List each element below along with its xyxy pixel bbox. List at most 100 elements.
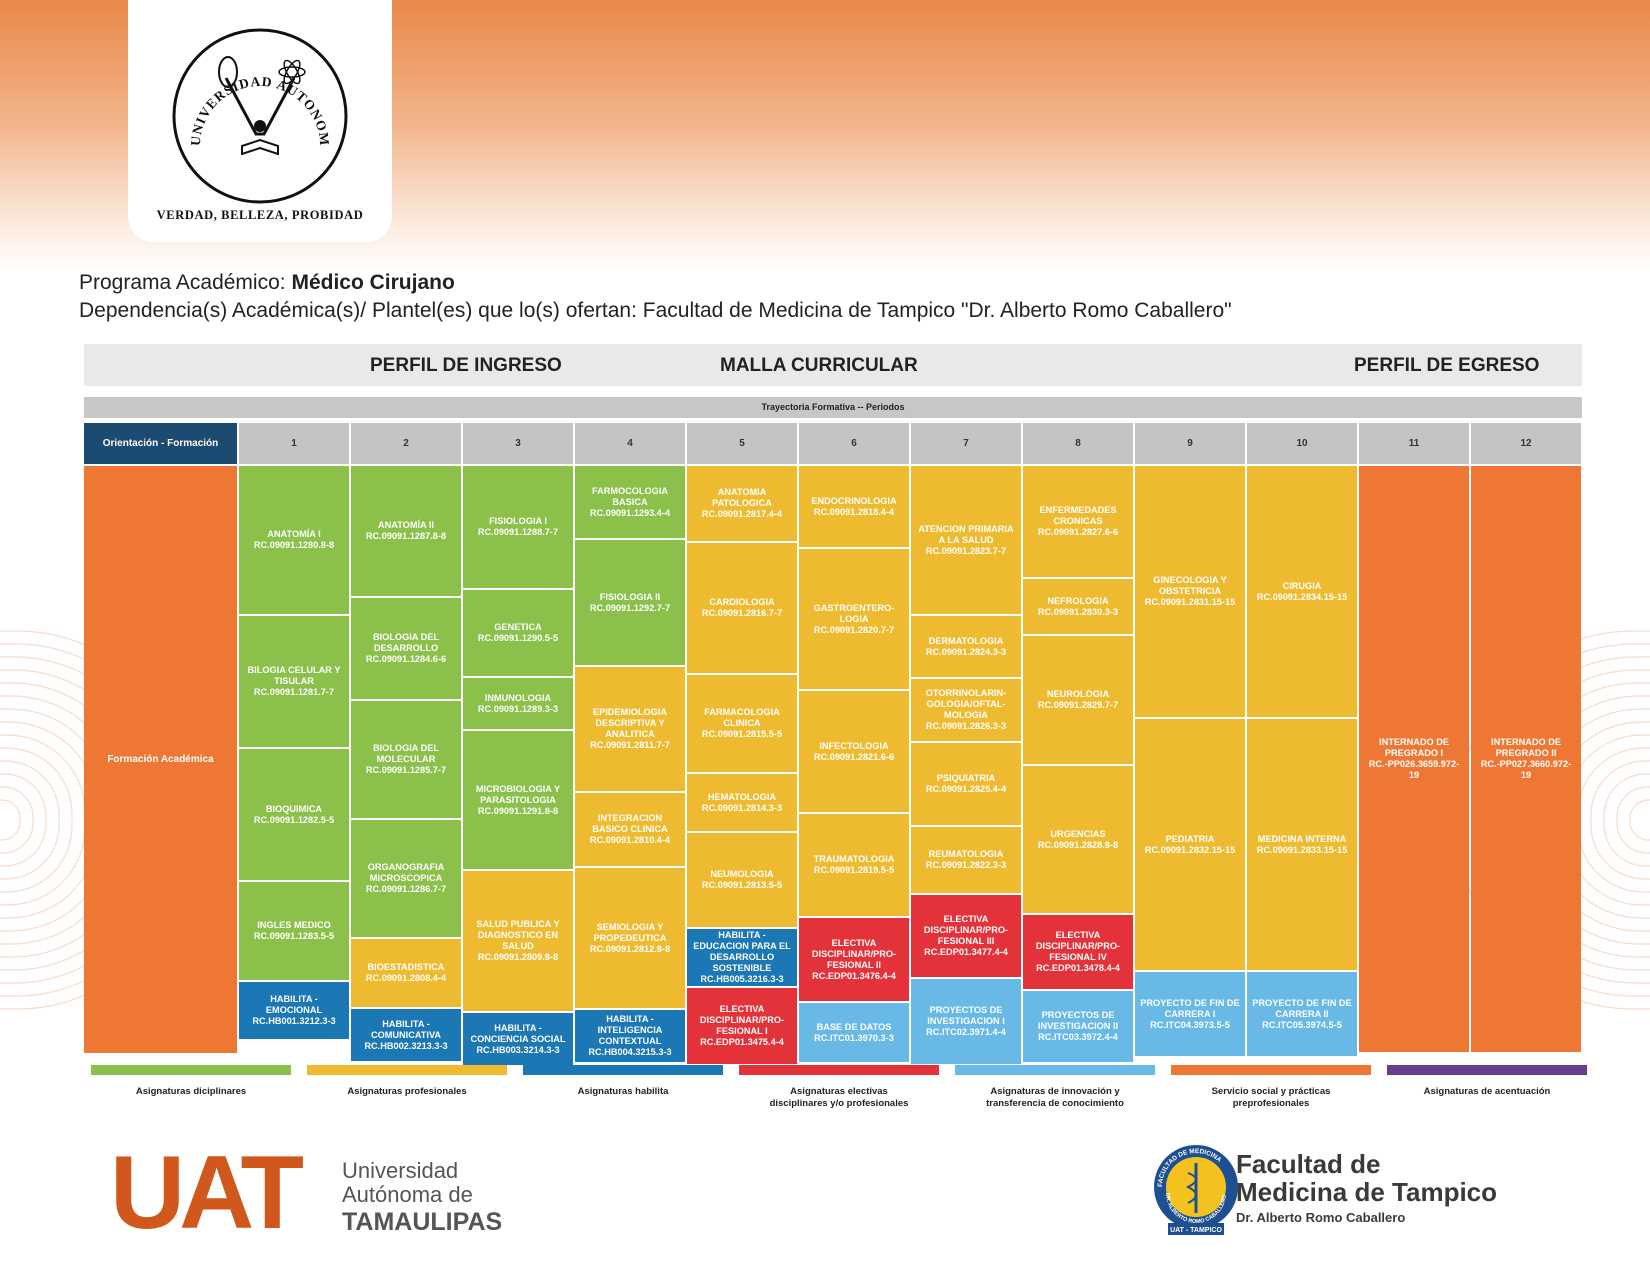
university-seal-icon: UNIVERSIDAD AUTONOMA DE TAMAULIPAS: [168, 26, 348, 204]
legend-swatch: [523, 1065, 723, 1075]
legend-label: Asignaturas de acentuación: [1423, 1086, 1551, 1097]
course-cell: HABILITA - EDUCACION PARA EL DESARROLLO …: [687, 929, 797, 986]
course-cell: SEMIOLOGIA Y PROPEDEUTICA RC.09091.2812.…: [575, 868, 685, 1008]
facultad-logo: FACULTAD DE MEDICINA DR. ALBERTO ROMO CA…: [1154, 1145, 1497, 1235]
legend-swatch: [91, 1065, 291, 1075]
period-header-9: 9: [1135, 423, 1245, 464]
course-cell: REUMATOLOGIA RC.09091.2822.3-3: [911, 827, 1021, 893]
program-line: Programa Académico: Médico Cirujano: [79, 271, 455, 295]
formacion-academica-cell: Formación Académica: [84, 466, 237, 1053]
course-cell: PSIQUIATRIA RC.09091.2825.4-4: [911, 743, 1021, 825]
dependency-line: Dependencia(s) Académica(s)/ Plantel(es)…: [79, 299, 1232, 322]
period-header-1: 1: [239, 423, 349, 464]
course-cell: INFECTOLOGIA RC.09091.2821.6-6: [799, 691, 909, 812]
course-cell: SALUD PUBLICA Y DIAGNOSTICO EN SALUD RC.…: [463, 871, 573, 1011]
course-cell: GENETICA RC.09091.1290.5-5: [463, 590, 573, 676]
perfil-egreso-header: PERFIL DE EGRESO: [1354, 355, 1540, 376]
seal-motto: VERDAD, BELLEZA, PROBIDAD: [156, 208, 364, 222]
course-cell: CIRUGIA RC.09091.2834.15-15: [1247, 466, 1357, 717]
period-header-11: 11: [1359, 423, 1469, 464]
course-cell: INTEGRACION BASICO CLINICA RC.09091.2810…: [575, 793, 685, 866]
perfil-ingreso-header: PERFIL DE INGRESO: [370, 355, 562, 376]
course-cell: PROYECTO DE FIN DE CARRERA I RC.ITC04.39…: [1135, 972, 1245, 1056]
course-cell: BIOQUIMICA RC.09091.1282.5-5: [239, 749, 349, 880]
course-cell: FISIOLOGIA I RC.09091.1288.7-7: [463, 466, 573, 588]
legend-swatch: [1171, 1065, 1371, 1075]
legend-swatch: [739, 1065, 939, 1075]
course-cell: NEFROLOGIA RC.09091.2830.3-3: [1023, 579, 1133, 634]
trajectory-header: Trayectoria Formativa -- Periodos: [84, 397, 1582, 418]
course-cell: EPIDEMIOLOGIA DESCRIPTIVA Y ANALITICA RC…: [575, 667, 685, 791]
course-cell: BIOLOGIA DEL MOLECULAR RC.09091.1285.7-7: [351, 701, 461, 818]
fac-line3: Dr. Alberto Romo Caballero: [1236, 1210, 1405, 1225]
legend-label: Asignaturas habilita: [577, 1086, 669, 1097]
uat-logo-line3: TAMAULIPAS: [342, 1208, 502, 1236]
course-cell: PROYECTO DE FIN DE CARRERA II RC.ITC05.3…: [1247, 972, 1357, 1056]
fac-line2: Medicina de Tampico: [1236, 1177, 1497, 1207]
uat-logo-line1: Universidad: [342, 1158, 458, 1183]
course-cell: ELECTIVA DISCIPLINAR/PRO-FESIONAL II RC.…: [799, 918, 909, 1001]
course-cell: ANATOMÍA I RC.09091.1280.8-8: [239, 466, 349, 614]
period-header-3: 3: [463, 423, 573, 464]
course-cell: HABILITA - CONCIENCIA SOCIAL RC.HB003.32…: [463, 1013, 573, 1065]
period-header-4: 4: [575, 423, 685, 464]
legend-label: Asignaturas electivas disciplinares y/o …: [769, 1086, 909, 1109]
legend-label: Asignaturas diciplinares: [135, 1086, 247, 1097]
course-cell: NEUMOLOGIA RC.09091.2813.5-5: [687, 833, 797, 927]
period-header-12: 12: [1471, 423, 1581, 464]
header-bar: PERFIL DE INGRESO MALLA CURRICULAR PERFI…: [84, 344, 1582, 386]
course-cell: INTERNADO DE PREGRADO II RC.-PP027.3660.…: [1471, 466, 1581, 1052]
orientation-header: Orientación - Formación: [84, 423, 237, 464]
course-cell: BIOLOGIA DEL DESARROLLO RC.09091.1284.6-…: [351, 598, 461, 699]
course-cell: BILOGIA CELULAR Y TISULAR RC.09091.1281.…: [239, 616, 349, 747]
course-cell: FARMACOLOGIA CLINICA RC.09091.2815.5-5: [687, 675, 797, 772]
course-cell: GINECOLOGIA Y OBSTETRICIA RC.09091.2831.…: [1135, 466, 1245, 717]
course-cell: PEDIATRIA RC.09091.2832.15-15: [1135, 719, 1245, 970]
university-seal-card: UNIVERSIDAD AUTONOMA DE TAMAULIPAS VERDA…: [128, 0, 392, 242]
course-cell: GASTROENTERO-LOGIA RC.09091.2820.7-7: [799, 549, 909, 689]
course-cell: ELECTIVA DISCIPLINAR/PRO-FESIONAL III RC…: [911, 895, 1021, 977]
course-cell: ATENCION PRIMARIA A LA SALUD RC.09091.28…: [911, 466, 1021, 614]
course-cell: MEDICINA INTERNA RC.09091.2833.15-15: [1247, 719, 1357, 970]
course-cell: ELECTIVA DISCIPLINAR/PRO-FESIONAL I RC.E…: [687, 988, 797, 1064]
course-cell: ENFERMEDADES CRONICAS RC.09091.2827.6-6: [1023, 466, 1133, 577]
uat-logo-mark: UAT: [110, 1140, 303, 1240]
course-cell: INGLES MEDICO RC.09091.1283.5-5: [239, 882, 349, 980]
legend-label: Servicio social y prácticas preprofesion…: [1211, 1086, 1331, 1109]
course-cell: INTERNADO DE PREGRADO I RC.-PP026.3659.9…: [1359, 466, 1469, 1052]
period-header-2: 2: [351, 423, 461, 464]
legend-swatch: [955, 1065, 1155, 1075]
period-header-10: 10: [1247, 423, 1357, 464]
course-cell: HEMATOLOGIA RC.09091.2814.3-3: [687, 774, 797, 831]
course-cell: INMUNOLOGIA RC.09091.1289.3-3: [463, 678, 573, 729]
course-cell: HABILITA - EMOCIONAL RC.HB001.3212.3-3: [239, 982, 349, 1039]
period-header-7: 7: [911, 423, 1021, 464]
course-cell: HABILITA - COMUNICATIVA RC.HB002.3213.3-…: [351, 1009, 461, 1061]
program-name: Médico Cirujano: [291, 271, 455, 294]
course-cell: TRAUMATOLOGIA RC.09091.2819.5-5: [799, 814, 909, 916]
period-header-6: 6: [799, 423, 909, 464]
legend-swatch: [1387, 1065, 1587, 1075]
course-cell: BASE DE DATOS RC.ITC01.3970.3-3: [799, 1003, 909, 1062]
course-cell: CARDIOLOGIA RC.09091.2816.7-7: [687, 543, 797, 673]
legend-label: Asignaturas de innovación y transferenci…: [986, 1086, 1124, 1109]
course-cell: OTORRINOLARIN-GOLOGIA/OFTAL-MOLOGIA RC.0…: [911, 679, 1021, 741]
uat-logo: UAT Universidad Autónoma de TAMAULIPAS: [110, 1140, 502, 1240]
course-cell: NEUROLOGIA RC.09091.2829.7-7: [1023, 636, 1133, 764]
course-cell: ENDOCRINOLOGIA RC.09091.2818.4-4: [799, 466, 909, 547]
uat-logo-line2: Autónoma de: [342, 1182, 473, 1207]
course-cell: PROYECTOS DE INVESTIGACION II RC.ITC03.3…: [1023, 991, 1133, 1062]
period-header-8: 8: [1023, 423, 1133, 464]
course-cell: HABILITA - INTELIGENCIA CONTEXTUAL RC.HB…: [575, 1010, 685, 1062]
course-cell: FISIOLOGIA II RC.09091.1292.7-7: [575, 540, 685, 665]
legend-swatch: [307, 1065, 507, 1075]
period-header-5: 5: [687, 423, 797, 464]
course-cell: DERMATOLOGIA RC.09091.2824.3-3: [911, 616, 1021, 677]
course-cell: BIOESTADISTICA RC.09091.2808.4-4: [351, 939, 461, 1007]
course-cell: PROYECTOS DE INVESTIGACION I RC.ITC02.39…: [911, 979, 1021, 1064]
course-cell: ANATOMÍA II RC.09091.1287.8-8: [351, 466, 461, 596]
course-cell: URGENCIAS RC.09091.2828.8-8: [1023, 766, 1133, 913]
fac-seal-bottom: UAT - TAMPICO: [1170, 1227, 1222, 1234]
course-cell: ANATOMIA PATOLOGICA RC.09091.2817.4-4: [687, 466, 797, 541]
program-label: Programa Académico:: [79, 271, 286, 294]
